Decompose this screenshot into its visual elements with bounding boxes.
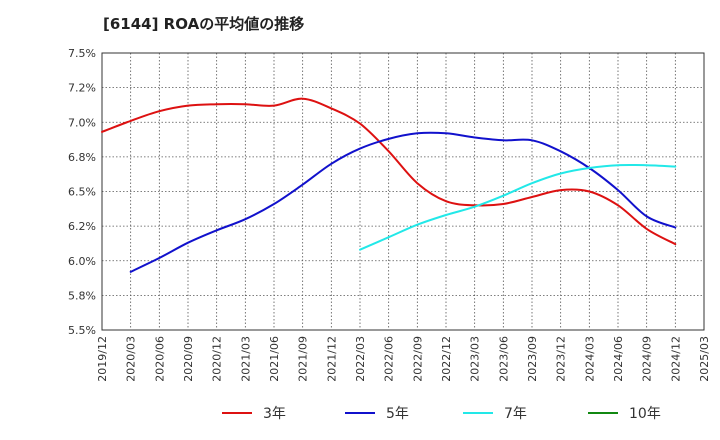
x-tick-label: 2024/09 xyxy=(641,336,654,382)
legend-label-7年: 7年 xyxy=(504,406,527,422)
x-tick-label: 2021/09 xyxy=(297,336,310,382)
y-tick-label: 7.0% xyxy=(68,116,96,129)
y-tick-label: 7.2% xyxy=(68,82,96,95)
x-tick-label: 2023/03 xyxy=(469,336,482,382)
legend-label-5年: 5年 xyxy=(386,406,409,422)
x-tick-label: 2019/12 xyxy=(96,336,109,382)
x-tick-label: 2024/06 xyxy=(612,336,625,382)
x-tick-label: 2020/12 xyxy=(211,336,224,382)
y-tick-label: 6.0% xyxy=(68,255,96,268)
x-tick-label: 2022/12 xyxy=(440,336,453,382)
x-tick-label: 2025/03 xyxy=(698,336,711,382)
x-tick-label: 2021/03 xyxy=(239,336,252,382)
x-tick-label: 2023/06 xyxy=(497,336,510,382)
y-tick-label: 6.2% xyxy=(68,220,96,233)
y-tick-label: 5.5% xyxy=(68,324,96,337)
y-tick-label: 6.8% xyxy=(68,151,96,164)
series-line-3年 xyxy=(101,97,677,246)
x-tick-label: 2022/09 xyxy=(411,336,424,382)
series-line-7年 xyxy=(359,163,677,251)
x-tick-label: 2020/09 xyxy=(182,336,195,382)
x-tick-label: 2021/12 xyxy=(325,336,338,382)
y-tick-label: 6.5% xyxy=(68,186,96,199)
plot-border xyxy=(101,52,705,331)
legend-label-3年: 3年 xyxy=(263,406,286,422)
x-tick-label: 2023/12 xyxy=(555,336,568,382)
legend-label-10年: 10年 xyxy=(629,406,661,422)
x-tick-label: 2023/09 xyxy=(526,336,539,382)
x-tick-label: 2022/03 xyxy=(354,336,367,382)
chart-title: [6144] ROAの平均値の推移 xyxy=(103,15,305,33)
y-tick-label: 5.8% xyxy=(68,289,96,302)
x-tick-label: 2020/06 xyxy=(153,336,166,382)
y-tick-label: 7.5% xyxy=(68,47,96,60)
x-tick-label: 2024/03 xyxy=(583,336,596,382)
x-tick-label: 2022/06 xyxy=(383,336,396,382)
series-line-5年 xyxy=(129,131,677,273)
x-tick-label: 2021/06 xyxy=(268,336,281,382)
x-tick-label: 2024/12 xyxy=(669,336,682,382)
x-tick-label: 2020/03 xyxy=(125,336,138,382)
